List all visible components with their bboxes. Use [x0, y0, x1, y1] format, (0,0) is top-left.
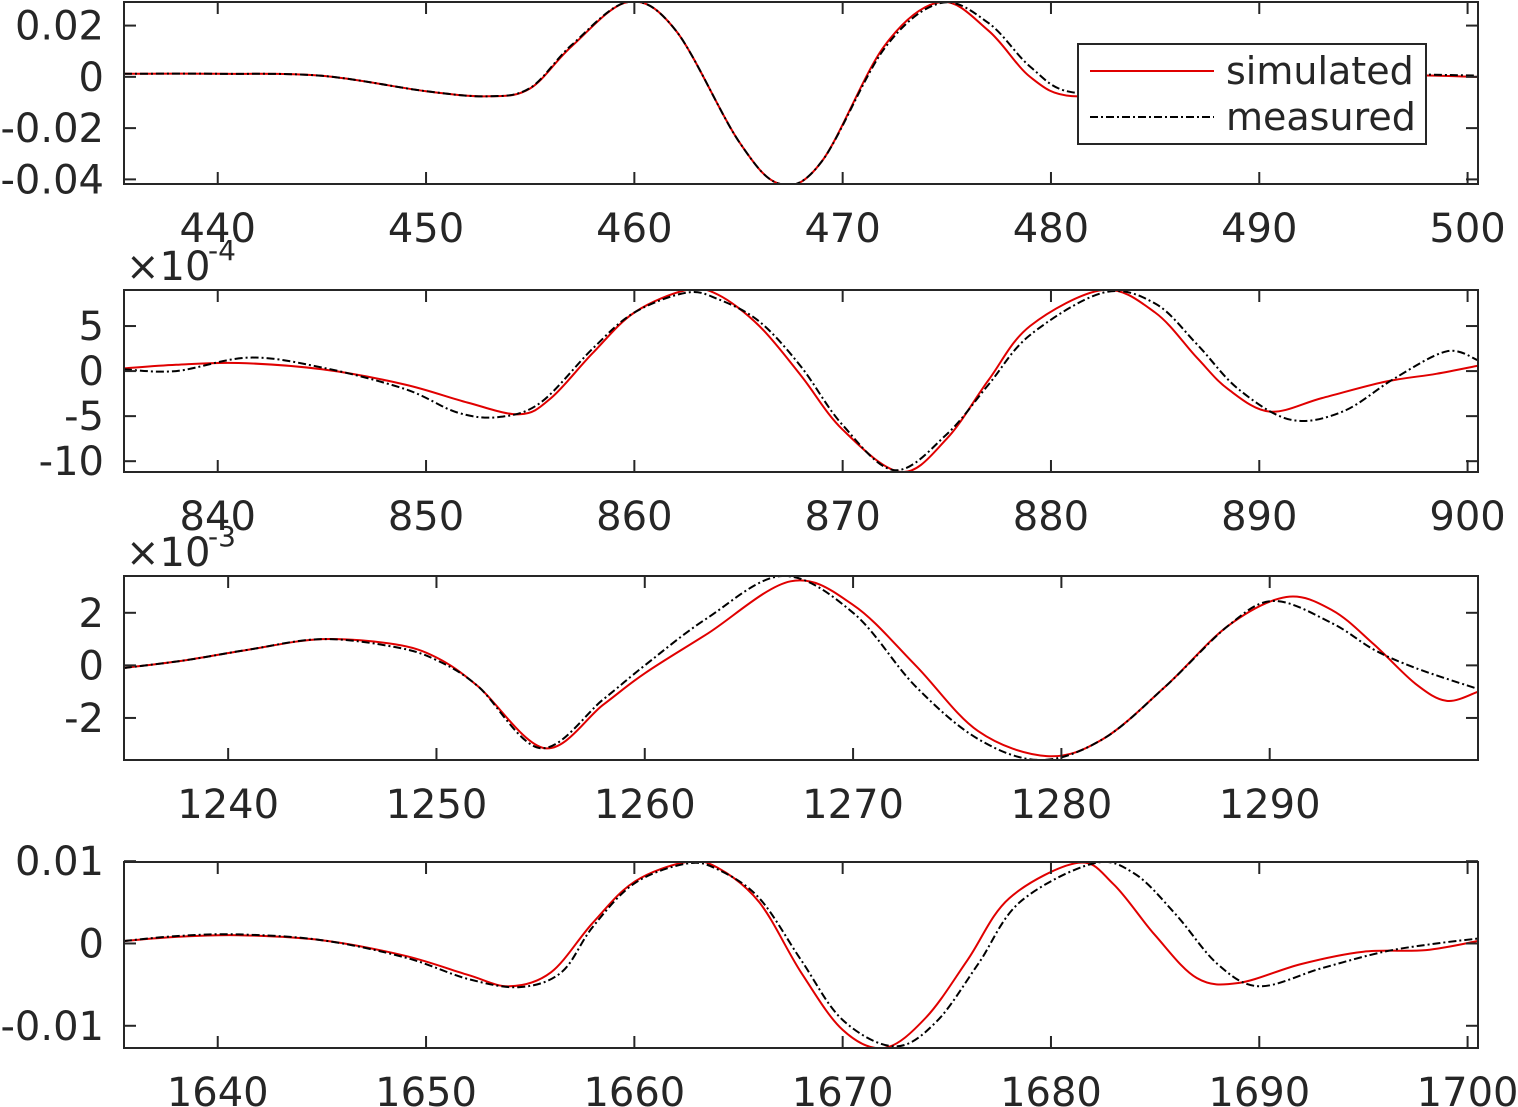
x-tick-label: 470: [804, 206, 880, 252]
y-tick-label: 0.01: [15, 839, 104, 885]
panel-3: 1240 1250 1260 1270 1280 1290 -2 0 2 ×10-3: [64, 520, 1479, 828]
y-tick-label: 0: [79, 349, 104, 395]
axes-box: [123, 861, 1479, 1049]
x-tick-label: 1640: [167, 1070, 269, 1107]
x-tick-label: 480: [1013, 206, 1089, 252]
axes-box: [123, 575, 1479, 761]
panel-2: 840 850 860 870 880 890 900 -10-505 ×10-4: [39, 234, 1506, 540]
axes-box: [123, 289, 1479, 473]
legend-label-measured: measured: [1226, 95, 1416, 139]
exponent-power: -3: [208, 520, 236, 553]
x-tick-label: 870: [804, 494, 880, 540]
y-tick-label: 0: [79, 55, 104, 101]
x-tick-label: 1270: [802, 782, 904, 828]
x-tick-label: 1290: [1219, 782, 1321, 828]
exponent-power: -4: [208, 234, 236, 267]
y-tick-label: -0.04: [1, 157, 105, 203]
y-tick-label: 5: [79, 304, 104, 350]
series-line-simulated: [124, 579, 1478, 758]
x-tick-label: 1700: [1417, 1070, 1518, 1107]
y-tick-label: 0.02: [15, 4, 104, 50]
exponent-label: ×10: [126, 244, 210, 290]
x-tick-label: 490: [1221, 206, 1297, 252]
series-line-measured: [124, 576, 1478, 760]
legend-box: [1077, 43, 1427, 145]
y-tick-label: 0: [79, 921, 104, 967]
x-tick-label: 1680: [1000, 1070, 1102, 1107]
y-tick-label: -10: [39, 439, 104, 485]
x-tick-label: 440: [180, 206, 256, 252]
x-tick-label: 1280: [1010, 782, 1112, 828]
x-tick-label: 500: [1429, 206, 1505, 252]
y-tick-label: -0.01: [1, 1004, 105, 1050]
x-tick-label: 1660: [583, 1070, 685, 1107]
y-tick-label: -2: [64, 696, 104, 742]
legend: simulated measured: [1077, 43, 1427, 145]
axes-box: [123, 1, 1479, 185]
x-tick-label: 1690: [1208, 1070, 1310, 1107]
x-tick-label: 840: [180, 494, 256, 540]
x-tick-label: 860: [596, 494, 672, 540]
x-tick-label: 1250: [386, 782, 488, 828]
y-tick-label: -0.02: [1, 106, 105, 152]
y-tick-label: 2: [79, 591, 104, 637]
panel-1: 440 450 460 470 480 490 500 -0.04 -0.02 0 0.02: [1, 1, 1506, 252]
x-tick-label: 850: [388, 494, 464, 540]
y-tick-label: 0: [79, 643, 104, 689]
x-tick-label: 1260: [594, 782, 696, 828]
x-tick-label: 1670: [792, 1070, 894, 1107]
series-line-measured: [124, 862, 1478, 1048]
x-tick-label: 890: [1221, 494, 1297, 540]
x-tick-label: 1650: [375, 1070, 477, 1107]
x-tick-label: 900: [1429, 494, 1505, 540]
series-line-simulated: [124, 290, 1478, 472]
panel-4: 1640 1650 1660 1670 1680 1690 1700 -0.01 0 0.01: [1, 839, 1518, 1107]
exponent-label: ×10: [126, 530, 210, 576]
x-tick-label: 880: [1013, 494, 1089, 540]
x-tick-label: 1240: [177, 782, 279, 828]
x-tick-label: 450: [388, 206, 464, 252]
x-tick-label: 460: [596, 206, 672, 252]
series-line-simulated: [124, 862, 1478, 1048]
y-tick-label: -5: [64, 394, 104, 440]
legend-label-simulated: simulated: [1226, 49, 1414, 93]
